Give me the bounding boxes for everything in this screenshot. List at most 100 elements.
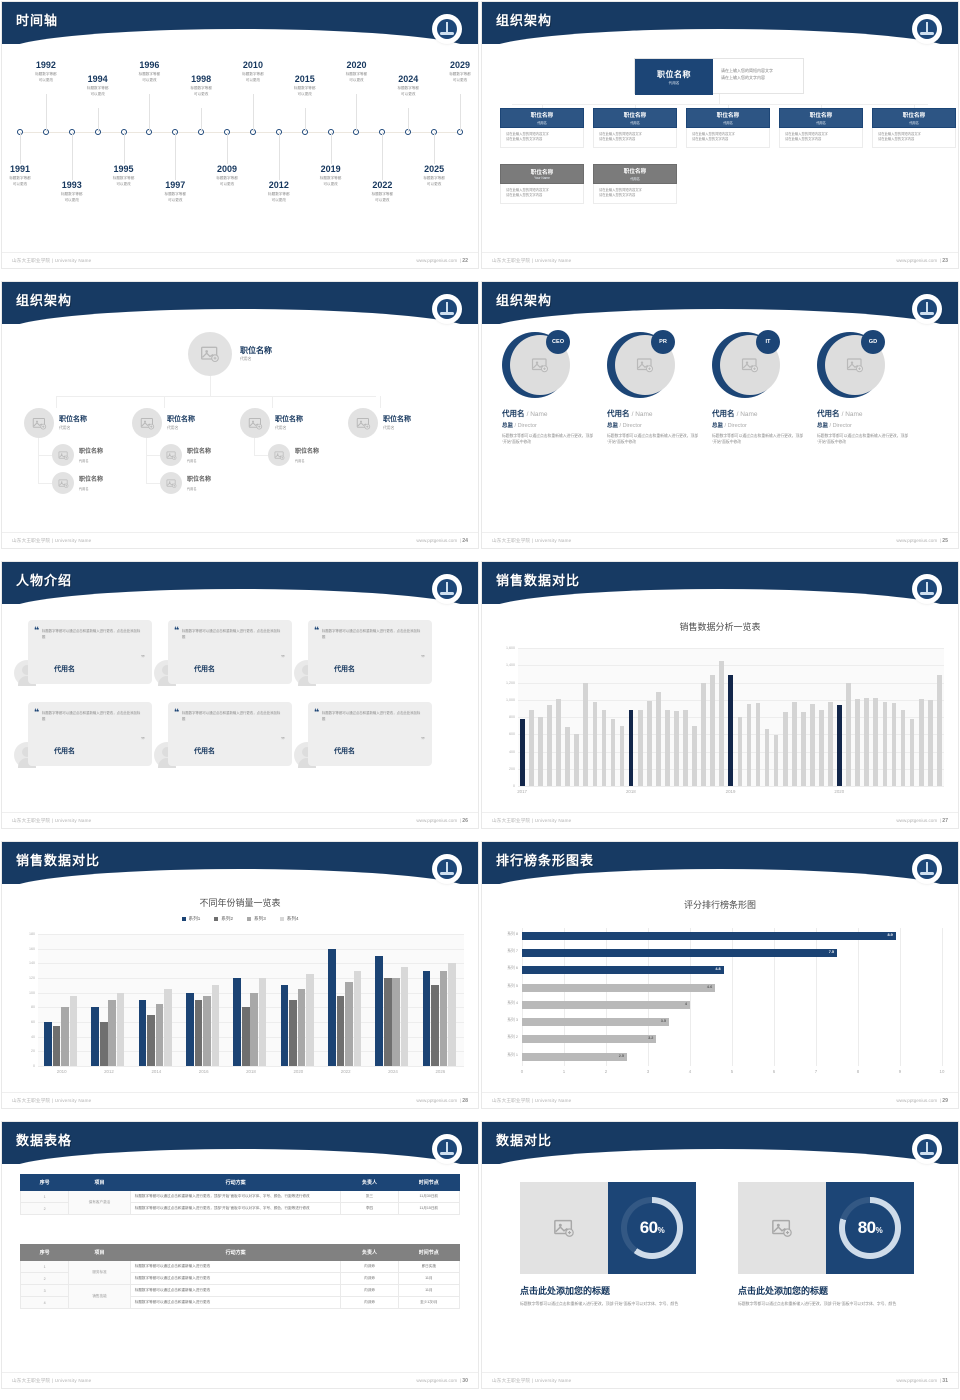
slide-timeline[interactable]: 时间轴 1992 标题数字等都 可以更改 1994 标题数字等都 可以更改 1996 标题数字… bbox=[0, 0, 480, 280]
legend-item[interactable]: 系列3 bbox=[247, 916, 266, 922]
org-card[interactable]: 职位名称 代用名 请在此输入您的简短内容文字 请在此输入您的文字内容 bbox=[593, 164, 677, 204]
org-level2-node[interactable]: 职位名称 代用名 bbox=[52, 472, 103, 494]
chart-bar[interactable] bbox=[52, 1025, 61, 1066]
chart-bar[interactable] bbox=[864, 698, 870, 786]
ranking-bar[interactable]: 7.5 bbox=[522, 949, 837, 958]
timeline-entry[interactable]: 2022 标题数字等都 可以更改 bbox=[354, 180, 410, 203]
chart-bar[interactable] bbox=[211, 985, 220, 1066]
timeline-entry[interactable]: 1997 标题数字等都 可以更改 bbox=[147, 180, 203, 203]
org-card[interactable]: 职位名称 代用名 请在此输入您的简短内容文字 请在此输入您的文字内容 bbox=[779, 108, 863, 148]
timeline-entry[interactable]: 2029 标题数字等都 可以更改 bbox=[432, 60, 478, 83]
org-level2-node[interactable]: 职位名称 代用名 bbox=[268, 444, 319, 466]
chart-bar[interactable] bbox=[108, 1000, 116, 1066]
chart-bar[interactable] bbox=[306, 974, 314, 1066]
ranking-bar[interactable]: 2.5 bbox=[522, 1052, 627, 1061]
chart-bar[interactable] bbox=[280, 985, 289, 1066]
chart-bar[interactable] bbox=[289, 1000, 297, 1066]
slide-sales-grouped[interactable]: 销售数据对比 不同年份销量一览表 系列1 系列2 系列3 系列4 0 20 40 60 80 1… bbox=[0, 840, 480, 1120]
chart-bar[interactable] bbox=[628, 710, 634, 786]
chart-bar[interactable] bbox=[927, 700, 933, 786]
timeline-entry[interactable]: 2012 标题数字等都 可以更改 bbox=[251, 180, 307, 203]
org-level1-node[interactable]: 职位名称 代用名 bbox=[348, 408, 411, 438]
chart-bar[interactable] bbox=[353, 970, 362, 1066]
chart-bar[interactable] bbox=[936, 674, 942, 786]
legend-item[interactable]: 系列4 bbox=[279, 916, 299, 922]
chart-bar[interactable] bbox=[601, 710, 607, 786]
quote-card[interactable]: ❝ 标题数字等都可以通过点击和重新输入进行更改，点击此处添加标题 ❞ 代用名 bbox=[168, 702, 292, 766]
slide-ranking[interactable]: 排行榜条形图表 评分排行榜条形图 0 1 2 3 4 5 6 7 8 9 10 8.9 系列 8 7.5 系… bbox=[480, 840, 960, 1120]
chart-bar[interactable] bbox=[755, 703, 761, 786]
quote-card[interactable]: ❝ 标题数字等都可以通过点击和重新输入进行更改，点击此处添加标题 ❞ 代用名 bbox=[308, 620, 432, 684]
chart-bar[interactable] bbox=[203, 996, 211, 1066]
org-card[interactable]: 职位名称 代用名 请在此输入您的简短内容文字 请在此输入您的文字内容 bbox=[593, 108, 677, 148]
chart-bar[interactable] bbox=[392, 978, 400, 1066]
table-row[interactable]: 4 标题数字等都可以通过点击和重新输入进行更改 内训师 至少1次/月 bbox=[19, 1296, 461, 1309]
chart-bar[interactable] bbox=[383, 978, 392, 1066]
compare-panel[interactable]: 60% bbox=[520, 1182, 696, 1274]
chart-bar[interactable] bbox=[233, 978, 242, 1066]
chart-bar[interactable] bbox=[69, 996, 78, 1066]
chart-bar[interactable] bbox=[336, 996, 345, 1066]
quote-card[interactable]: ❝ 标题数字等都可以通过点击和重新输入进行更改，点击此处添加标题 ❞ 代用名 bbox=[168, 620, 292, 684]
slide-org-circles[interactable]: 组织架构 CEO 代用名 / Name 总监 / Director 标题数字等都可以通… bbox=[480, 280, 960, 560]
chart-bar[interactable] bbox=[556, 698, 561, 786]
chart-bar[interactable] bbox=[619, 726, 625, 786]
chart-bar[interactable] bbox=[258, 978, 267, 1066]
chart-bar[interactable] bbox=[710, 674, 716, 786]
chart-bar[interactable] bbox=[431, 985, 439, 1066]
table-row[interactable]: 1 服务标准 标题数字等都可以通过点击和重新输入进行更改 内训师 即日实施 bbox=[19, 1260, 461, 1285]
timeline-entry[interactable]: 2015 标题数字等都 可以更改 bbox=[277, 74, 333, 97]
org-level2-node[interactable]: 职位名称 代用名 bbox=[160, 444, 211, 466]
quote-card[interactable]: ❝ 标题数字等都可以通过点击和重新输入进行更改，点击此处添加标题 ❞ 代用名 bbox=[308, 702, 432, 766]
timeline-entry[interactable]: 1996 标题数字等都 可以更改 bbox=[121, 60, 177, 83]
ranking-bar[interactable]: 3.2 bbox=[522, 1035, 657, 1044]
org-card[interactable]: 职位名称 代用名 请在此输入您的简短内容文字 请在此输入您的文字内容 bbox=[872, 108, 956, 148]
quote-card[interactable]: ❝ 标题数字等都可以通过点击和重新输入进行更改，点击此处添加标题 ❞ 代用名 bbox=[28, 620, 152, 684]
chart-bar[interactable] bbox=[800, 711, 806, 786]
chart-bar[interactable] bbox=[99, 1022, 108, 1066]
chart-bar[interactable] bbox=[791, 702, 797, 786]
chart-bar[interactable] bbox=[592, 701, 598, 786]
chart-bar[interactable] bbox=[400, 967, 409, 1066]
chart-bar[interactable] bbox=[448, 963, 456, 1066]
chart-bar[interactable] bbox=[565, 726, 571, 786]
org-level1-node[interactable]: 职位名称 代用名 bbox=[24, 408, 87, 438]
chart-bar[interactable] bbox=[297, 989, 306, 1066]
chart-bar[interactable] bbox=[583, 682, 589, 786]
chart-bar[interactable] bbox=[692, 726, 697, 786]
timeline-entry[interactable]: 1992 标题数字等都 可以更改 bbox=[18, 60, 74, 83]
chart-bar[interactable] bbox=[422, 970, 431, 1066]
chart-bar[interactable] bbox=[828, 702, 833, 786]
table-row[interactable]: 2 标题数字等都可以通过点击和重新输入进行更改 内训师 11月 bbox=[19, 1272, 461, 1285]
chart-bar[interactable] bbox=[746, 704, 752, 786]
slide-people[interactable]: 人物介绍 ❝ 标题数字等都可以通过点击和重新输入进行更改，点击此处添加标题 ❞ 代用名… bbox=[0, 560, 480, 840]
chart-bar[interactable] bbox=[44, 1022, 52, 1066]
ranking-bar[interactable]: 3.5 bbox=[522, 1018, 669, 1027]
chart-bar[interactable] bbox=[637, 710, 643, 786]
compare-panel[interactable]: 80% bbox=[738, 1182, 914, 1274]
chart-bar[interactable] bbox=[147, 1014, 155, 1066]
org-level1-node[interactable]: 职位名称 代用名 bbox=[132, 408, 195, 438]
chart-bar[interactable] bbox=[665, 710, 670, 786]
chart-bar[interactable] bbox=[439, 970, 448, 1066]
chart-bar[interactable] bbox=[655, 692, 661, 786]
chart-bar[interactable] bbox=[891, 703, 897, 786]
chart-bar[interactable] bbox=[918, 699, 924, 786]
chart-bar[interactable] bbox=[873, 698, 879, 786]
chart-bar[interactable] bbox=[846, 682, 851, 786]
chart-bar[interactable] bbox=[375, 956, 384, 1066]
org-level2-node[interactable]: 职位名称 代用名 bbox=[160, 472, 211, 494]
chart-bar[interactable] bbox=[719, 660, 725, 786]
org-level1-node[interactable]: 职位名称 代用名 bbox=[240, 408, 303, 438]
timeline-entry[interactable]: 1993 标题数字等都 可以更改 bbox=[44, 180, 100, 203]
chart-bar[interactable] bbox=[186, 992, 194, 1066]
chart-bar[interactable] bbox=[882, 702, 888, 786]
chart-bar[interactable] bbox=[737, 717, 743, 786]
table-row[interactable]: 2 标题数字等都可以通过点击和重新输入进行更改，顶部“开始”面板中可以对字体、字号… bbox=[19, 1202, 461, 1215]
chart-bar[interactable] bbox=[728, 674, 734, 786]
timeline-entry[interactable]: 1994 标题数字等都 可以更改 bbox=[70, 74, 126, 97]
org-card[interactable]: 职位名称 代用名 请在此输入您的简短内容文字 请在此输入您的文字内容 bbox=[500, 108, 584, 148]
chart-bar[interactable] bbox=[529, 710, 534, 786]
chart-bar[interactable] bbox=[194, 1000, 203, 1066]
chart-bar[interactable] bbox=[345, 981, 353, 1066]
